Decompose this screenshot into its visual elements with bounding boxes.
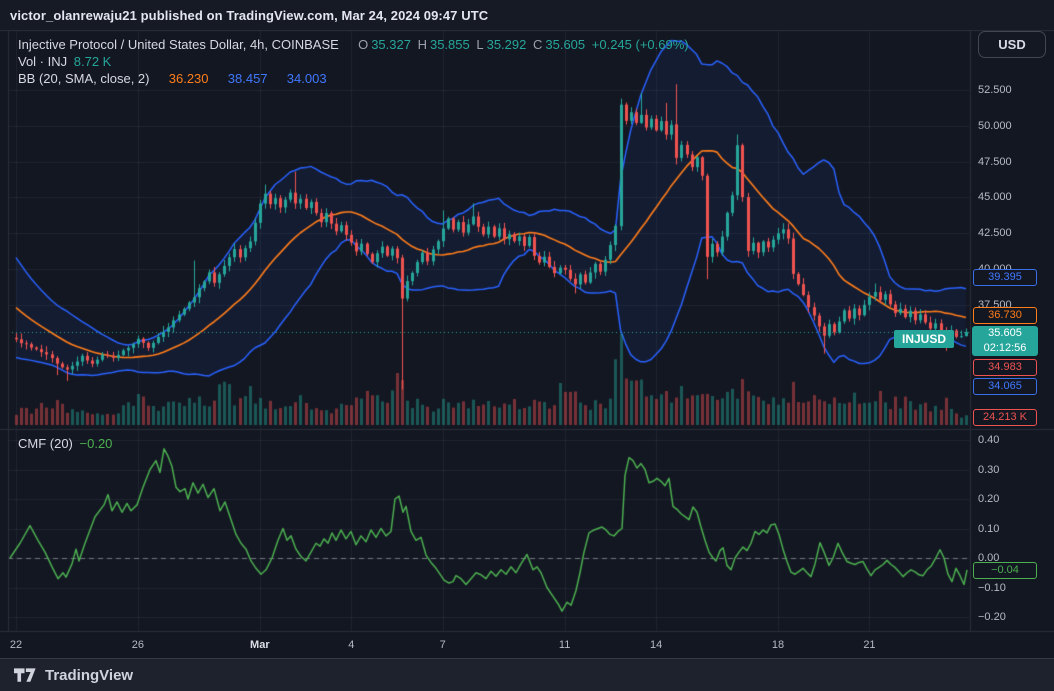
price-tick-label: 52.500 — [978, 84, 1012, 96]
currency-toggle-button[interactable]: USD — [978, 31, 1046, 58]
bb-legend-row[interactable]: BB (20, SMA, close, 2) 36.230 38.457 34.… — [18, 71, 330, 86]
current-price-label: 35.605 02:12:56 — [972, 325, 1038, 356]
cmf-tick-label: −0.10 — [978, 581, 1006, 594]
axis-price-label: 39.395 — [973, 269, 1037, 287]
close-label: C — [532, 37, 543, 52]
price-tick-label: 47.500 — [978, 155, 1012, 168]
cmf-legend-row[interactable]: CMF (20) −0.20 — [18, 436, 115, 451]
axis-price-label: 24.213 K — [973, 408, 1037, 426]
time-tick-label: 26 — [131, 639, 145, 651]
time-tick-label: 11 — [558, 639, 571, 651]
open-value: 35.327 — [371, 37, 411, 52]
price-tick-label: 42.500 — [978, 227, 1012, 240]
time-tick-label: 22 — [9, 639, 23, 651]
time-tick-label: 21 — [863, 639, 876, 651]
chart-canvas[interactable] — [0, 0, 1054, 658]
volume-value: 8.72 K — [73, 54, 112, 69]
cmf-tick-label: −0.20 — [978, 611, 1006, 623]
currency-toggle-label: USD — [998, 37, 1026, 52]
footer-bar: TradingView — [0, 658, 1054, 691]
low-label: L — [476, 37, 484, 52]
snapshot-header: victor_olanrewaju21 published on Trading… — [0, 0, 1054, 31]
cmf-tick-label: 0.30 — [978, 463, 1000, 476]
cmf-tick-label: 0.00 — [978, 552, 1000, 564]
snapshot-caption: victor_olanrewaju21 published on Trading… — [10, 7, 489, 23]
current-price-value: 35.605 — [988, 326, 1022, 339]
time-tick-label: 14 — [649, 639, 663, 651]
open-label: O — [358, 37, 369, 52]
price-tick-label: 50.000 — [978, 119, 1012, 132]
cmf-value: −0.20 — [79, 436, 113, 451]
volume-label: Vol · INJ — [18, 54, 68, 69]
symbol-price-badge: INJUSD — [894, 330, 955, 348]
time-tick-label: 4 — [348, 639, 355, 651]
change-value: +0.245 (+0.69%) — [591, 37, 689, 52]
bb-lower-value: 34.003 — [286, 71, 327, 86]
bb-label: BB (20, SMA, close, 2) — [18, 71, 150, 86]
cmf-tick-label: 0.10 — [978, 522, 1000, 535]
price-tick-label: 45.000 — [978, 191, 1012, 204]
axis-price-label: 36.730 — [973, 307, 1037, 325]
time-tick-label: 7 — [439, 639, 446, 651]
bb-basis-value: 36.230 — [168, 71, 209, 86]
high-label: H — [417, 37, 427, 52]
bar-countdown: 02:12:56 — [983, 341, 1027, 354]
high-value: 35.855 — [429, 37, 470, 52]
volume-legend-row[interactable]: Vol · INJ 8.72 K — [18, 54, 114, 69]
cmf-current-label: −0.04 — [973, 562, 1037, 580]
axis-price-label: 34.065 — [973, 377, 1037, 395]
cmf-tick-label: 0.20 — [978, 493, 1000, 505]
close-value: 35.605 — [545, 37, 586, 52]
tradingview-logo-icon[interactable] — [14, 668, 36, 683]
axis-price-label: 34.983 — [973, 359, 1037, 377]
bb-upper-value: 38.457 — [227, 71, 268, 86]
symbol-title: Injective Protocol / United States Dolla… — [18, 37, 339, 52]
cmf-label: CMF (20) — [18, 436, 73, 451]
time-tick-label: 18 — [771, 639, 785, 651]
symbol-price-badge-label: INJUSD — [902, 332, 947, 346]
symbol-legend-row[interactable]: Injective Protocol / United States Dolla… — [18, 37, 692, 52]
tradingview-brand-text[interactable]: TradingView — [45, 667, 134, 684]
cmf-tick-label: 0.40 — [978, 434, 1000, 446]
time-tick-label: Mar — [250, 639, 270, 651]
low-value: 35.292 — [486, 37, 527, 52]
